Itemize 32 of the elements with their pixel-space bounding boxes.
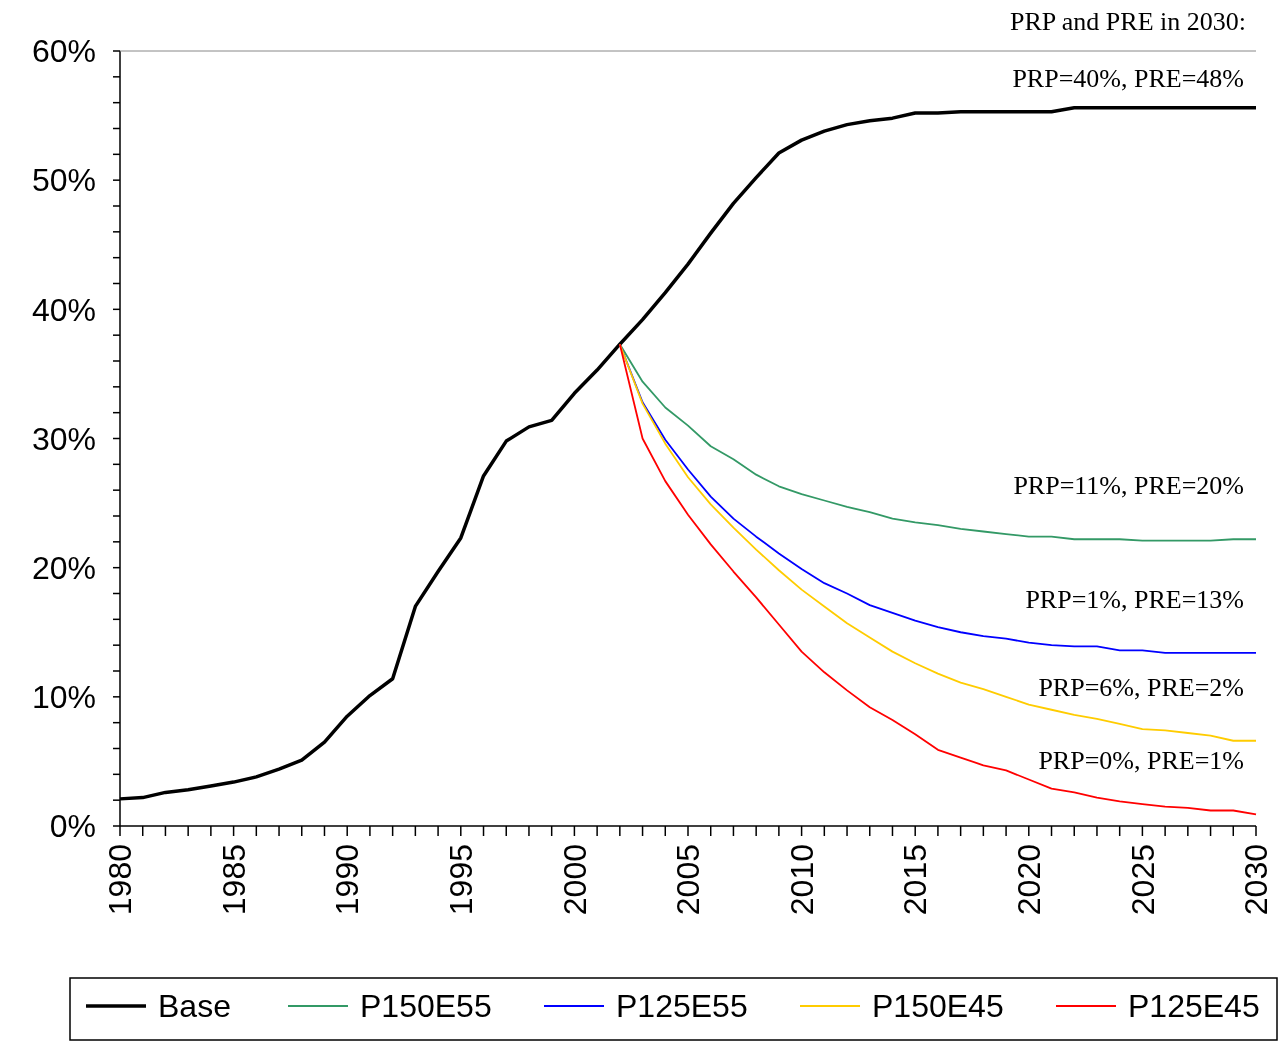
line-series — [618, 343, 1257, 742]
legend-label: P125E55 — [616, 988, 748, 1025]
y-tick-label: 10% — [31, 679, 96, 716]
line-series — [618, 343, 1257, 816]
y-tick-label: 0% — [49, 808, 96, 845]
x-tick-label: 2030 — [1238, 844, 1275, 916]
x-tick-label: 2005 — [670, 844, 707, 916]
y-tick-label: 60% — [31, 33, 96, 70]
legend-label: P150E45 — [872, 988, 1004, 1025]
y-tick-label: 30% — [31, 420, 96, 457]
text: PRP and PRE in 2030: — [1010, 7, 1246, 36]
x-tick-label: 1990 — [329, 844, 366, 916]
y-tick-label: 50% — [31, 162, 96, 199]
line-series — [618, 343, 1257, 542]
x-tick-label: 2020 — [1011, 844, 1047, 916]
x-tick-label: 1985 — [215, 844, 252, 916]
annotation: PRP=11%, PRE=20% — [1013, 471, 1244, 501]
annotation: PRP=40%, PRE=48% — [1012, 64, 1244, 93]
annotation: PRP=6%, PRE=2% — [1038, 672, 1244, 702]
x-tick-label: 2015 — [897, 844, 934, 916]
x-tick-label: 2010 — [783, 844, 820, 916]
legend-label: Base — [158, 988, 231, 1025]
annotation: PRP=1%, PRE=13% — [1025, 584, 1244, 614]
x-tick-label: 2000 — [556, 844, 593, 916]
legend-label: P125E45 — [1128, 988, 1260, 1025]
x-tick-label: 2025 — [1124, 844, 1161, 916]
legend-label: P150E55 — [360, 988, 492, 1025]
annotation: PRP=0%, PRE=1% — [1038, 746, 1244, 776]
x-tick-label: 1980 — [102, 844, 139, 916]
y-tick-label: 40% — [31, 291, 96, 328]
x-tick-label: 1995 — [443, 844, 479, 916]
y-tick-label: 20% — [31, 549, 96, 586]
